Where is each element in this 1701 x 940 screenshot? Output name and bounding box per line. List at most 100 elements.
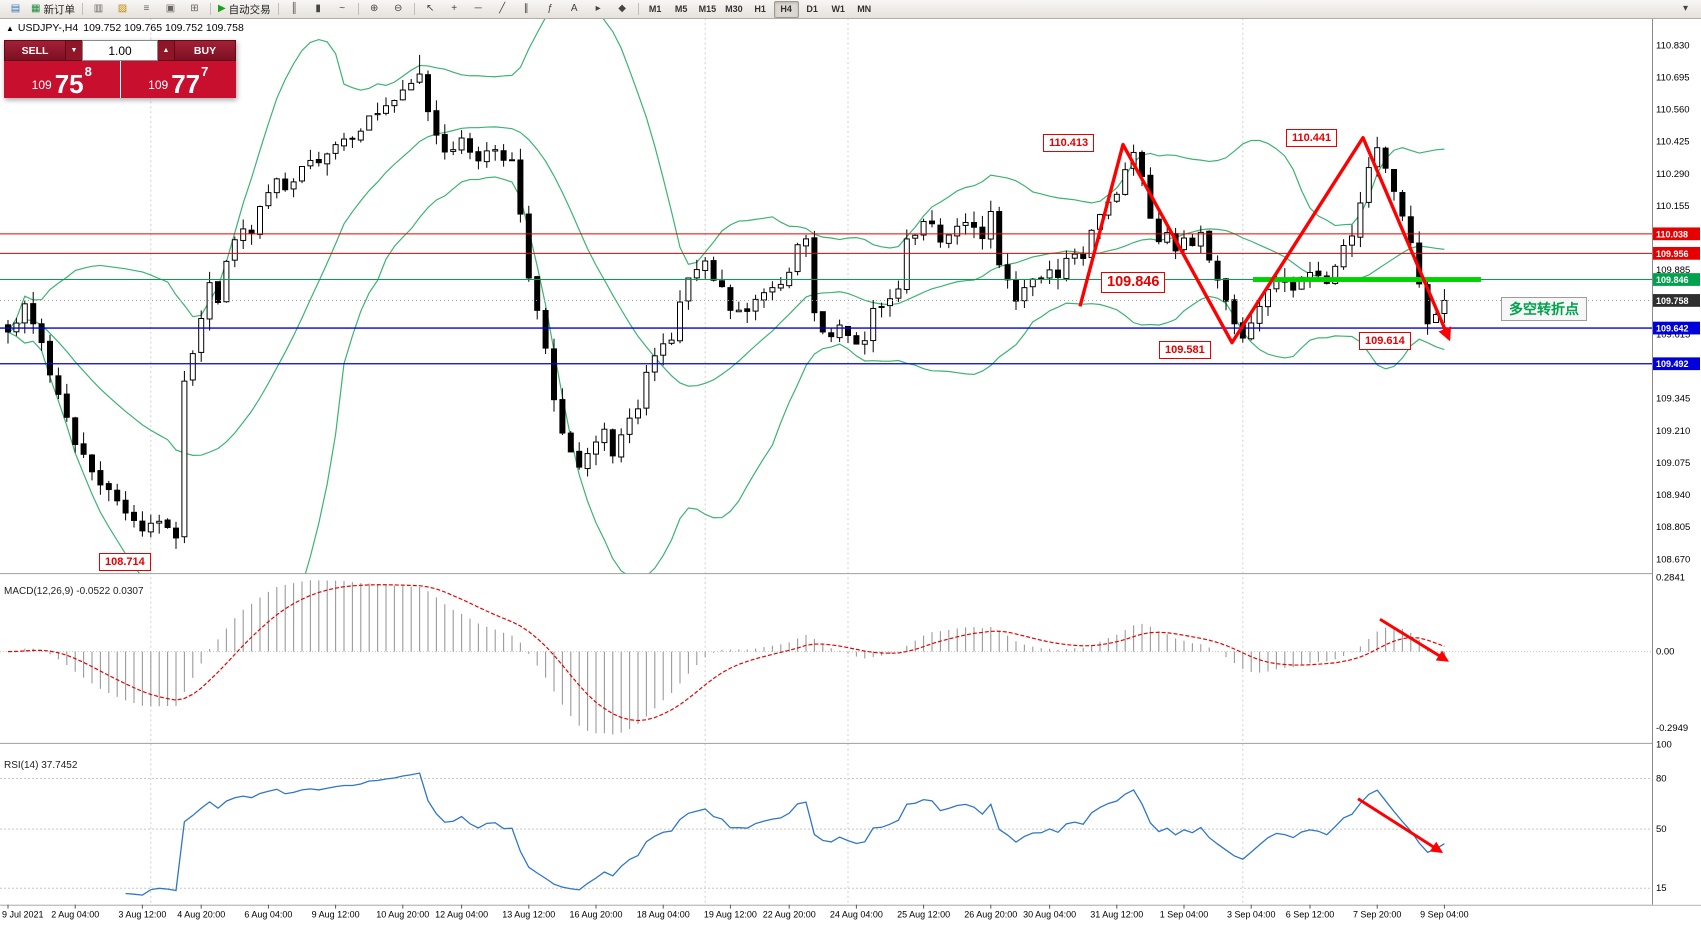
ask-price-button[interactable]: 109 77 7 bbox=[120, 61, 236, 98]
tf-m30-label: M30 bbox=[725, 4, 743, 14]
hline-tool-icon-glyph: ─ bbox=[474, 3, 482, 14]
price-annotation[interactable]: 109.846 bbox=[1101, 272, 1166, 293]
tf-m15[interactable]: M15 bbox=[695, 1, 721, 18]
svg-text:6 Sep 12:00: 6 Sep 12:00 bbox=[1286, 910, 1335, 920]
svg-text:9 Jul 2021: 9 Jul 2021 bbox=[2, 910, 44, 920]
tf-d1[interactable]: D1 bbox=[800, 1, 825, 18]
main-price-panel bbox=[0, 18, 1652, 574]
shapes-tool-icon[interactable]: ◆ bbox=[611, 1, 634, 18]
market-watch-icon-glyph: ≡ bbox=[143, 3, 150, 14]
time-axis: 9 Jul 2021 2 Aug 04:00 3 Aug 12:00 4 Aug 20… bbox=[2, 904, 1469, 920]
volume-down-button[interactable]: ▼ bbox=[66, 40, 82, 61]
sell-button[interactable]: SELL bbox=[4, 40, 66, 61]
crosshair-icon[interactable]: + bbox=[443, 1, 466, 18]
bollinger-upper-band bbox=[7, 18, 1445, 333]
tf-h4[interactable]: H4 bbox=[773, 0, 799, 18]
price-badge bbox=[1653, 227, 1700, 241]
volume-up-button[interactable]: ▲ bbox=[158, 40, 174, 61]
rsi-line bbox=[125, 772, 1445, 896]
trendline-tool-icon[interactable]: ╱ bbox=[491, 1, 514, 18]
svg-text:110.155: 110.155 bbox=[1656, 200, 1690, 211]
fibonacci-tool-icon[interactable]: ƒ bbox=[539, 1, 562, 18]
tf-m1-label: M1 bbox=[648, 4, 662, 14]
macd-panel bbox=[0, 580, 1652, 735]
svg-text:109.492: 109.492 bbox=[1656, 359, 1689, 369]
svg-text:109.075: 109.075 bbox=[1656, 457, 1690, 468]
tf-mn-label: MN bbox=[857, 4, 872, 14]
symbol-ohlc-bar: ▲ USDJPY-,H4 109.752 109.765 109.752 109.7… bbox=[6, 22, 244, 34]
line-chart-icon[interactable]: ~ bbox=[331, 1, 354, 18]
collapse-icon[interactable]: ▲ bbox=[6, 24, 14, 33]
auto-trading-button[interactable]: ▶ 自动交易 bbox=[215, 1, 274, 18]
svg-text:2 Aug 04:00: 2 Aug 04:00 bbox=[51, 910, 99, 920]
tf-h1[interactable]: H1 bbox=[748, 1, 773, 18]
buy-button[interactable]: BUY bbox=[174, 40, 236, 61]
tf-mn[interactable]: MN bbox=[852, 1, 877, 18]
svg-text:3 Aug 12:00: 3 Aug 12:00 bbox=[118, 910, 166, 920]
cursor-icon-glyph: ↖ bbox=[425, 3, 435, 14]
text-tool-icon[interactable]: A bbox=[563, 1, 586, 18]
svg-text:10 Aug 20:00: 10 Aug 20:00 bbox=[376, 910, 429, 920]
svg-text:109.758: 109.758 bbox=[1656, 296, 1689, 306]
price-annotation[interactable]: 109.581 bbox=[1159, 341, 1211, 359]
channel-tool-icon[interactable]: ∥ bbox=[515, 1, 538, 18]
tf-m5-label: M5 bbox=[674, 4, 688, 14]
trendline-tool-icon-glyph: ╱ bbox=[499, 3, 506, 14]
tf-m15-label: M15 bbox=[698, 4, 717, 14]
fibonacci-tool-icon-glyph: ƒ bbox=[547, 3, 553, 14]
market-watch-icon[interactable]: ≡ bbox=[135, 1, 158, 18]
line-chart-icon-glyph: ~ bbox=[339, 3, 346, 14]
navigator-icon[interactable]: ⊞ bbox=[183, 1, 206, 18]
svg-text:13 Aug 12:00: 13 Aug 12:00 bbox=[502, 910, 555, 920]
svg-text:110.695: 110.695 bbox=[1656, 72, 1690, 83]
zoom-out-icon[interactable]: ⊖ bbox=[387, 1, 410, 18]
toolbar-expand-icon[interactable]: ▾ bbox=[1674, 1, 1697, 18]
price-annotation[interactable]: 109.614 bbox=[1359, 332, 1411, 350]
tf-m1[interactable]: M1 bbox=[643, 1, 668, 18]
bollinger-lower-band bbox=[7, 176, 1445, 574]
crosshair-icon-glyph: + bbox=[451, 3, 458, 14]
text-tool-icon-glyph: A bbox=[570, 3, 578, 14]
svg-text:3 Sep 04:00: 3 Sep 04:00 bbox=[1227, 910, 1276, 920]
candlestick-chart-icon[interactable]: ▮ bbox=[307, 1, 330, 18]
svg-text:108.805: 108.805 bbox=[1656, 521, 1690, 532]
toolbar-expand-icon-glyph: ▾ bbox=[1682, 3, 1689, 14]
price-annotation[interactable]: 110.413 bbox=[1043, 134, 1095, 152]
new-chart-icon[interactable]: ▤ bbox=[4, 1, 27, 18]
profiles-icon[interactable]: ▨ bbox=[111, 1, 134, 18]
bid-price-button[interactable]: 109 75 8 bbox=[4, 61, 120, 98]
svg-text:109.885: 109.885 bbox=[1656, 264, 1690, 275]
bar-chart-icon[interactable]: ║ bbox=[283, 1, 306, 18]
data-window-icon-glyph: ▣ bbox=[165, 3, 176, 14]
toolbar-separator bbox=[413, 3, 415, 15]
data-window-icon[interactable]: ▣ bbox=[159, 1, 182, 18]
cursor-icon[interactable]: ↖ bbox=[419, 1, 442, 18]
svg-text:1 Sep 04:00: 1 Sep 04:00 bbox=[1160, 910, 1209, 920]
tf-w1[interactable]: W1 bbox=[826, 1, 851, 18]
zoom-in-icon-glyph: ⊕ bbox=[369, 3, 379, 14]
svg-text:24 Aug 04:00: 24 Aug 04:00 bbox=[830, 910, 883, 920]
bid-prefix: 109 bbox=[31, 78, 52, 92]
price-annotation[interactable]: 108.714 bbox=[99, 553, 151, 571]
symbol-ohlc-values: 109.752 109.765 109.752 109.758 bbox=[83, 22, 244, 34]
chart-canvas[interactable]: 110.830 110.695 110.560 110.425 110.290 110.1… bbox=[0, 18, 1701, 940]
new-order-button[interactable]: ▦ 新订单 bbox=[28, 1, 78, 18]
arrows-tool-icon-glyph: ▸ bbox=[595, 3, 601, 14]
macd-signal-line bbox=[7, 584, 1445, 722]
arrows-tool-icon[interactable]: ▸ bbox=[587, 1, 610, 18]
turning-point-note[interactable]: 多空转折点 bbox=[1501, 297, 1587, 321]
zoom-in-icon[interactable]: ⊕ bbox=[363, 1, 386, 18]
hline-tool-icon[interactable]: ─ bbox=[467, 1, 490, 18]
svg-text:4 Aug 20:00: 4 Aug 20:00 bbox=[177, 910, 225, 920]
svg-text:18 Aug 04:00: 18 Aug 04:00 bbox=[637, 910, 690, 920]
macd-down-arrow bbox=[1379, 618, 1450, 662]
price-axis: 110.830 110.695 110.560 110.425 110.290 110.1… bbox=[1653, 39, 1700, 893]
svg-text:0.2841: 0.2841 bbox=[1656, 572, 1685, 583]
tf-m30[interactable]: M30 bbox=[721, 1, 747, 18]
price-badge bbox=[1653, 321, 1700, 335]
chart-windows-icon[interactable]: ▥ bbox=[87, 1, 110, 18]
price-annotation[interactable]: 110.441 bbox=[1286, 129, 1338, 147]
tf-m5[interactable]: M5 bbox=[669, 1, 694, 18]
volume-input[interactable]: 1.00 bbox=[82, 40, 158, 61]
